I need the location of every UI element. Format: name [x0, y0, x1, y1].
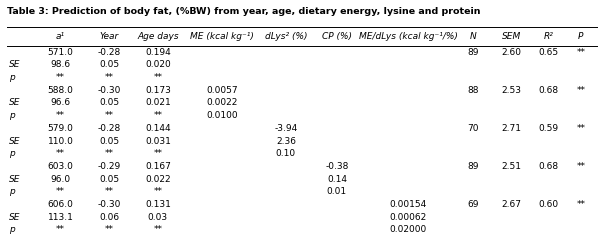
Text: 579.0: 579.0: [48, 124, 74, 133]
Text: R²: R²: [544, 32, 553, 41]
Text: 0.020: 0.020: [145, 60, 171, 69]
Text: 2.60: 2.60: [501, 48, 521, 57]
Text: P: P: [578, 32, 583, 41]
Text: a¹: a¹: [56, 32, 65, 41]
Text: 606.0: 606.0: [48, 200, 74, 209]
Text: 0.02000: 0.02000: [389, 225, 427, 234]
Text: 0.68: 0.68: [538, 162, 559, 171]
Text: 0.60: 0.60: [538, 200, 559, 209]
Text: -0.38: -0.38: [325, 162, 349, 171]
Text: 0.10: 0.10: [276, 149, 296, 158]
Text: 0.194: 0.194: [145, 48, 171, 57]
Text: 0.173: 0.173: [145, 86, 171, 95]
Text: 0.144: 0.144: [145, 124, 171, 133]
Text: 2.51: 2.51: [501, 162, 521, 171]
Text: 69: 69: [467, 200, 479, 209]
Text: -0.28: -0.28: [98, 124, 121, 133]
Text: 0.68: 0.68: [538, 86, 559, 95]
Text: SE: SE: [9, 137, 20, 145]
Text: -0.29: -0.29: [98, 162, 121, 171]
Text: p: p: [9, 73, 15, 82]
Text: **: **: [154, 149, 163, 158]
Text: **: **: [105, 73, 114, 82]
Text: 96.6: 96.6: [50, 98, 71, 107]
Text: 88: 88: [467, 86, 479, 95]
Text: **: **: [576, 48, 585, 57]
Text: -0.28: -0.28: [98, 48, 121, 57]
Text: p: p: [9, 149, 15, 158]
Text: p: p: [9, 187, 15, 196]
Text: 0.0057: 0.0057: [206, 86, 238, 95]
Text: SE: SE: [9, 213, 20, 222]
Text: 0.05: 0.05: [99, 175, 119, 184]
Text: 0.65: 0.65: [538, 48, 559, 57]
Text: p: p: [9, 225, 15, 234]
Text: 98.6: 98.6: [50, 60, 71, 69]
Text: ME/dLys (kcal kg⁻¹/%): ME/dLys (kcal kg⁻¹/%): [359, 32, 458, 41]
Text: 571.0: 571.0: [48, 48, 74, 57]
Text: 0.0100: 0.0100: [206, 111, 238, 120]
Text: 0.021: 0.021: [145, 98, 171, 107]
Text: 2.71: 2.71: [501, 124, 521, 133]
Text: 2.36: 2.36: [276, 137, 296, 145]
Text: 0.022: 0.022: [145, 175, 171, 184]
Text: -0.30: -0.30: [98, 200, 121, 209]
Text: 0.01: 0.01: [327, 187, 347, 196]
Text: p: p: [9, 111, 15, 120]
Text: 0.131: 0.131: [145, 200, 171, 209]
Text: ME (kcal kg⁻¹): ME (kcal kg⁻¹): [190, 32, 254, 41]
Text: **: **: [105, 187, 114, 196]
Text: **: **: [576, 124, 585, 133]
Text: 70: 70: [467, 124, 479, 133]
Text: 0.05: 0.05: [99, 60, 119, 69]
Text: **: **: [105, 225, 114, 234]
Text: **: **: [105, 149, 114, 158]
Text: 89: 89: [467, 48, 479, 57]
Text: CP (%): CP (%): [322, 32, 352, 41]
Text: 2.53: 2.53: [501, 86, 521, 95]
Text: 0.031: 0.031: [145, 137, 171, 145]
Text: -0.30: -0.30: [98, 86, 121, 95]
Text: 0.00062: 0.00062: [389, 213, 427, 222]
Text: 0.59: 0.59: [538, 124, 559, 133]
Text: **: **: [154, 225, 163, 234]
Text: **: **: [576, 200, 585, 209]
Text: 110.0: 110.0: [48, 137, 74, 145]
Text: **: **: [154, 111, 163, 120]
Text: **: **: [105, 111, 114, 120]
Text: 0.03: 0.03: [148, 213, 168, 222]
Text: SEM: SEM: [502, 32, 521, 41]
Text: 0.0022: 0.0022: [206, 98, 238, 107]
Text: **: **: [154, 73, 163, 82]
Text: **: **: [576, 162, 585, 171]
Text: 0.05: 0.05: [99, 98, 119, 107]
Text: 0.167: 0.167: [145, 162, 171, 171]
Text: 2.67: 2.67: [501, 200, 521, 209]
Text: 96.0: 96.0: [50, 175, 71, 184]
Text: **: **: [56, 225, 65, 234]
Text: **: **: [56, 187, 65, 196]
Text: 0.05: 0.05: [99, 137, 119, 145]
Text: **: **: [56, 111, 65, 120]
Text: SE: SE: [9, 98, 20, 107]
Text: SE: SE: [9, 60, 20, 69]
Text: 603.0: 603.0: [48, 162, 74, 171]
Text: dLys² (%): dLys² (%): [265, 32, 307, 41]
Text: 0.00154: 0.00154: [389, 200, 427, 209]
Text: **: **: [56, 149, 65, 158]
Text: 0.14: 0.14: [327, 175, 347, 184]
Text: 113.1: 113.1: [48, 213, 74, 222]
Text: N: N: [470, 32, 476, 41]
Text: Age days: Age days: [137, 32, 179, 41]
Text: SE: SE: [9, 175, 20, 184]
Text: 0.06: 0.06: [99, 213, 119, 222]
Text: -3.94: -3.94: [274, 124, 298, 133]
Text: **: **: [576, 86, 585, 95]
Text: **: **: [56, 73, 65, 82]
Text: Table 3: Prediction of body fat, (%BW) from year, age, dietary energy, lysine an: Table 3: Prediction of body fat, (%BW) f…: [7, 7, 481, 16]
Text: 588.0: 588.0: [48, 86, 74, 95]
Text: **: **: [154, 187, 163, 196]
Text: Year: Year: [100, 32, 119, 41]
Text: 89: 89: [467, 162, 479, 171]
